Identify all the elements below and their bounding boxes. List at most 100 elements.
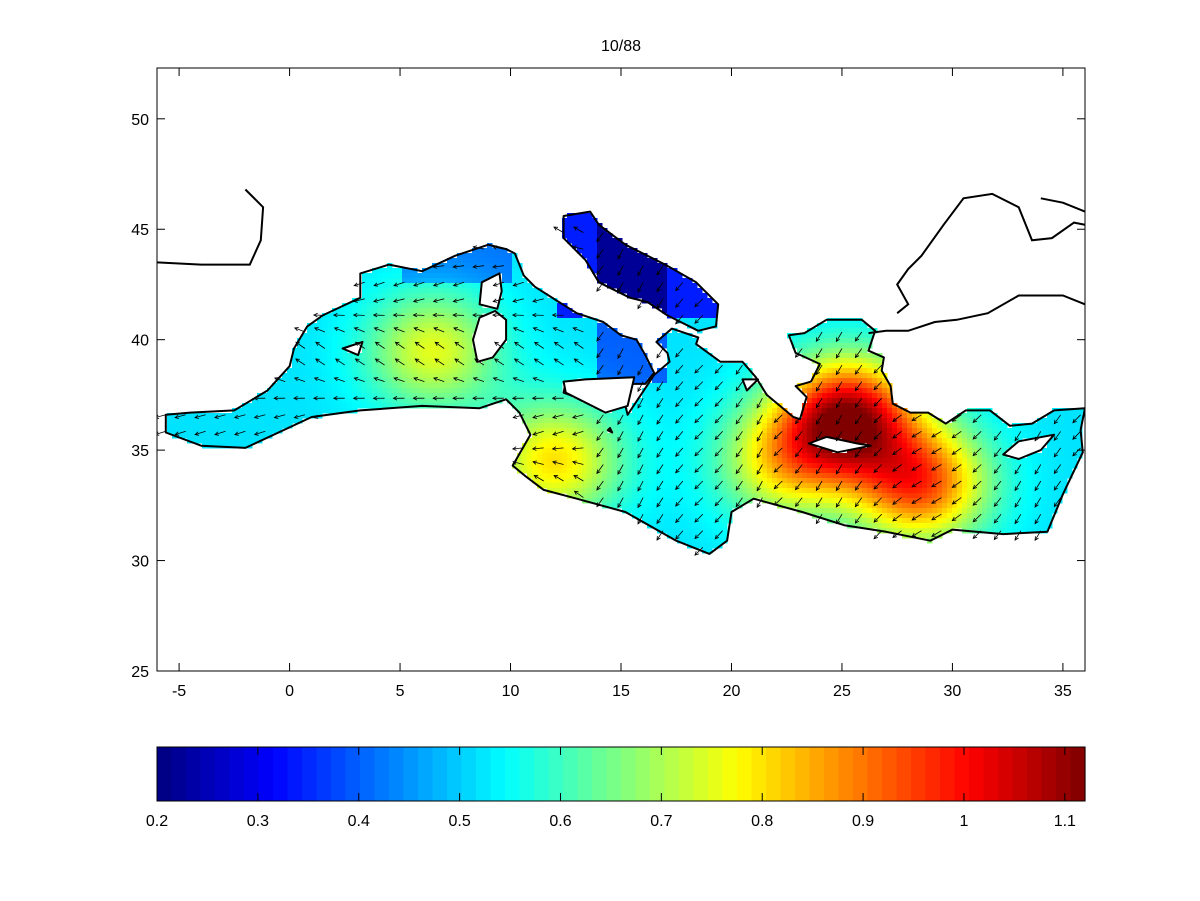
field-cell bbox=[842, 478, 848, 484]
field-cell bbox=[612, 443, 618, 449]
field-cell bbox=[1012, 528, 1018, 534]
field-cell bbox=[732, 458, 738, 464]
field-cell bbox=[702, 428, 708, 434]
field-cell bbox=[687, 318, 693, 324]
field-cell bbox=[217, 428, 223, 434]
field-cell bbox=[682, 333, 688, 339]
field-cell bbox=[797, 503, 803, 509]
field-cell bbox=[617, 483, 623, 489]
field-cell bbox=[802, 498, 808, 504]
field-cell bbox=[532, 358, 538, 364]
field-cell bbox=[182, 413, 188, 419]
field-cell bbox=[952, 423, 958, 429]
field-cell bbox=[867, 503, 873, 509]
field-cell bbox=[817, 413, 823, 419]
field-cell bbox=[1017, 493, 1023, 499]
field-cell bbox=[542, 348, 548, 354]
field-cell bbox=[362, 288, 368, 294]
field-cell bbox=[432, 293, 438, 299]
field-cell bbox=[372, 398, 378, 404]
field-cell bbox=[977, 483, 983, 489]
field-cell bbox=[972, 463, 978, 469]
field-cell bbox=[412, 278, 418, 284]
field-cell bbox=[492, 358, 498, 364]
field-cell bbox=[1037, 473, 1043, 479]
field-cell bbox=[962, 428, 968, 434]
field-cell bbox=[452, 353, 458, 359]
field-cell bbox=[482, 258, 488, 264]
field-cell bbox=[542, 423, 548, 429]
arrow-head bbox=[714, 534, 720, 540]
field-cell bbox=[512, 383, 518, 389]
field-cell bbox=[902, 448, 908, 454]
field-cell bbox=[382, 333, 388, 339]
field-cell bbox=[347, 378, 353, 384]
field-cell bbox=[722, 443, 728, 449]
field-cell bbox=[722, 378, 728, 384]
field-cell bbox=[402, 283, 408, 289]
field-cell bbox=[257, 418, 263, 424]
field-cell bbox=[877, 488, 883, 494]
field-cell bbox=[257, 403, 263, 409]
field-cell bbox=[467, 353, 473, 359]
field-cell bbox=[887, 433, 893, 439]
field-cell bbox=[1072, 448, 1078, 454]
field-cell bbox=[647, 483, 653, 489]
field-cell bbox=[537, 438, 543, 444]
field-cell bbox=[732, 463, 738, 469]
field-cell bbox=[802, 443, 808, 449]
field-cell bbox=[767, 483, 773, 489]
field-cell bbox=[592, 413, 598, 419]
field-cell bbox=[847, 338, 853, 344]
field-cell bbox=[537, 408, 543, 414]
field-cell bbox=[752, 488, 758, 494]
field-cell bbox=[812, 408, 818, 414]
field-cell bbox=[782, 413, 788, 419]
field-cell bbox=[967, 433, 973, 439]
field-cell bbox=[467, 388, 473, 394]
field-cell bbox=[672, 398, 678, 404]
field-cell bbox=[997, 443, 1003, 449]
field-cell bbox=[597, 493, 603, 499]
field-cell bbox=[317, 328, 323, 334]
field-cell bbox=[637, 378, 643, 384]
field-cell bbox=[642, 418, 648, 424]
field-cell bbox=[322, 383, 328, 389]
field-cell bbox=[847, 388, 853, 394]
field-cell bbox=[797, 348, 803, 354]
field-cell bbox=[972, 508, 978, 514]
field-cell bbox=[722, 463, 728, 469]
field-cell bbox=[1002, 493, 1008, 499]
field-cell bbox=[472, 273, 478, 279]
field-cell bbox=[962, 488, 968, 494]
field-cell bbox=[762, 488, 768, 494]
field-cell bbox=[612, 363, 618, 369]
field-cell bbox=[682, 458, 688, 464]
field-cell bbox=[217, 433, 223, 439]
field-cell bbox=[1007, 518, 1013, 524]
field-cell bbox=[957, 453, 963, 459]
field-cell bbox=[827, 348, 833, 354]
field-cell bbox=[437, 388, 443, 394]
field-cell bbox=[862, 473, 868, 479]
field-cell bbox=[322, 318, 328, 324]
field-cell bbox=[627, 418, 633, 424]
field-cell bbox=[647, 383, 653, 389]
field-cell bbox=[652, 503, 658, 509]
field-cell bbox=[1017, 508, 1023, 514]
field-cell bbox=[287, 418, 293, 424]
field-cell bbox=[702, 408, 708, 414]
field-cell bbox=[232, 418, 238, 424]
field-cell bbox=[767, 448, 773, 454]
field-cell bbox=[497, 368, 503, 374]
field-cell bbox=[552, 343, 558, 349]
field-cell bbox=[292, 408, 298, 414]
field-cell bbox=[852, 468, 858, 474]
field-cell bbox=[727, 378, 733, 384]
field-cell bbox=[332, 383, 338, 389]
field-cell bbox=[392, 338, 398, 344]
field-cell bbox=[967, 443, 973, 449]
field-cell bbox=[417, 313, 423, 319]
field-cell bbox=[517, 458, 523, 464]
field-cell bbox=[822, 328, 828, 334]
